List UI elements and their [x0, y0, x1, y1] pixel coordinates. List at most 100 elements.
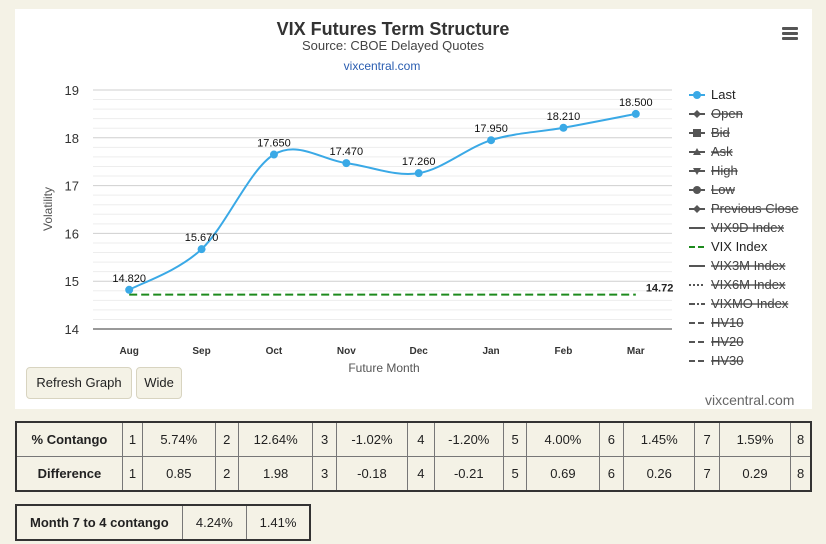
legend-label: VIX3M Index — [711, 258, 786, 273]
legend-label: HV10 — [711, 315, 744, 330]
legend-label: HV20 — [711, 334, 744, 349]
month-number-cell: 5 — [502, 421, 528, 457]
legend-label: VIX Index — [711, 239, 768, 254]
legend-label: HV30 — [711, 353, 744, 368]
data-point — [197, 245, 206, 254]
refresh-graph-button[interactable]: Refresh Graph — [26, 367, 132, 399]
month-contango-label: Month 7 to 4 contango — [15, 504, 183, 541]
legend-item[interactable]: VIX6M Index — [689, 277, 786, 292]
legend-item[interactable]: Bid — [689, 125, 730, 140]
value-cell: 1.59% — [718, 421, 792, 457]
x-tick-label: Feb — [555, 346, 573, 357]
data-point — [631, 109, 640, 118]
data-point — [125, 285, 134, 294]
legend-marker — [693, 129, 701, 137]
table-row: Difference 1 0.85 2 1.98 3 -0.18 4 -0.21 5 0.69 6 0.… — [15, 456, 812, 492]
value-cell: 0.85 — [142, 456, 216, 492]
data-label: 18.210 — [547, 111, 581, 123]
value-cell: -1.20% — [433, 421, 504, 457]
y-tick-label: 16 — [65, 226, 79, 241]
legend-item[interactable]: VIX Index — [689, 239, 768, 254]
legend-marker — [693, 205, 701, 213]
legend-marker — [693, 148, 701, 155]
row-label: % Contango — [15, 421, 123, 457]
value-cell: -1.02% — [335, 421, 409, 457]
data-point — [269, 150, 278, 159]
value-cell: 12.64% — [237, 421, 314, 457]
legend-item[interactable]: High — [689, 163, 738, 178]
legend-item[interactable]: VIX9D Index — [689, 220, 784, 235]
month-number-cell: 6 — [598, 456, 625, 492]
legend-label: Bid — [711, 125, 730, 140]
legend-item[interactable]: Ask — [689, 144, 733, 159]
chart-panel: VIX Futures Term Structure Source: CBOE … — [15, 9, 812, 409]
y-tick-label: 15 — [65, 274, 79, 289]
square-line-icon — [689, 129, 705, 137]
legend-item[interactable]: Previous Close — [689, 201, 798, 216]
row-label: Difference — [15, 456, 123, 492]
chart-title: VIX Futures Term Structure — [277, 19, 510, 39]
y-tick-label: 18 — [65, 131, 79, 146]
month-number-cell: 7 — [694, 456, 720, 492]
data-label: 17.650 — [257, 138, 291, 150]
legend-label: Last — [711, 87, 736, 102]
chart-subtitle: Source: CBOE Delayed Quotes — [302, 38, 485, 53]
data-label: 17.470 — [329, 146, 363, 158]
circle-line-icon — [689, 91, 705, 99]
chart-menu-button[interactable] — [779, 25, 801, 45]
legend-label: Open — [711, 106, 743, 121]
legend-item[interactable]: VIXMO Index — [689, 296, 789, 311]
circle-line-icon — [689, 186, 705, 194]
triangle-line-icon — [689, 148, 705, 155]
legend-item[interactable]: Low — [689, 182, 735, 197]
legend-label: Low — [711, 182, 735, 197]
month-number-cell: 2 — [214, 421, 239, 457]
y-tick-label: 17 — [65, 179, 79, 194]
legend-marker — [693, 110, 701, 118]
legend-label: Ask — [711, 144, 733, 159]
value-cell: -0.18 — [335, 456, 409, 492]
chart: VIX Futures Term Structure Source: CBOE … — [41, 19, 798, 375]
data-label: 17.950 — [474, 123, 508, 135]
legend-item[interactable]: HV10 — [689, 315, 744, 330]
y-tick-label: 19 — [65, 83, 79, 98]
legend-item[interactable]: Last — [689, 87, 736, 102]
hamburger-icon — [782, 27, 798, 30]
value-cell: 5.74% — [142, 421, 216, 457]
contango-table: % Contango 1 5.74% 2 12.64% 3 -1.02% 4 -1.20% 5 4.… — [15, 421, 812, 492]
month-number-cell: 5 — [502, 456, 528, 492]
x-tick-label: Mar — [627, 346, 645, 357]
chart-source-link[interactable]: vixcentral.com — [344, 59, 421, 73]
legend-label: VIX6M Index — [711, 277, 786, 292]
value-cell: 0.26 — [623, 456, 696, 492]
legend-label: High — [711, 163, 738, 178]
legend-label: Previous Close — [711, 201, 798, 216]
legend-item[interactable]: Open — [689, 106, 743, 121]
last-series-line — [128, 112, 637, 291]
watermark[interactable]: vixcentral.com — [705, 392, 795, 408]
legend-item[interactable]: HV20 — [689, 334, 744, 349]
x-axis-label: Future Month — [348, 361, 419, 375]
x-tick-label: Jan — [482, 346, 499, 357]
value-cell: 1.45% — [623, 421, 696, 457]
x-tick-label: Dec — [410, 346, 429, 357]
data-point — [342, 159, 351, 168]
vix-index-label: 14.72 — [646, 283, 674, 295]
month-contango-value: 4.24% — [181, 504, 248, 541]
legend-label: VIXMO Index — [711, 296, 789, 311]
y-axis-label: Volatility — [41, 187, 55, 231]
value-cell: 4.00% — [526, 421, 600, 457]
data-label: 17.260 — [402, 156, 436, 168]
triangle-down-line-icon — [689, 168, 705, 175]
x-tick-label: Oct — [266, 346, 283, 357]
wide-button[interactable]: Wide — [136, 367, 182, 399]
month-number-cell: 3 — [312, 421, 337, 457]
month-contango-table: Month 7 to 4 contango 4.24% 1.41% — [15, 504, 311, 541]
month-contango-row: Month 7 to 4 contango 4.24% 1.41% — [15, 504, 311, 541]
month-number-cell: 2 — [214, 456, 239, 492]
month-number-cell: 3 — [312, 456, 337, 492]
x-tick-label: Nov — [337, 346, 356, 357]
month-number-cell: 1 — [121, 456, 144, 492]
legend-item[interactable]: HV30 — [689, 353, 744, 368]
legend-item[interactable]: VIX3M Index — [689, 258, 786, 273]
